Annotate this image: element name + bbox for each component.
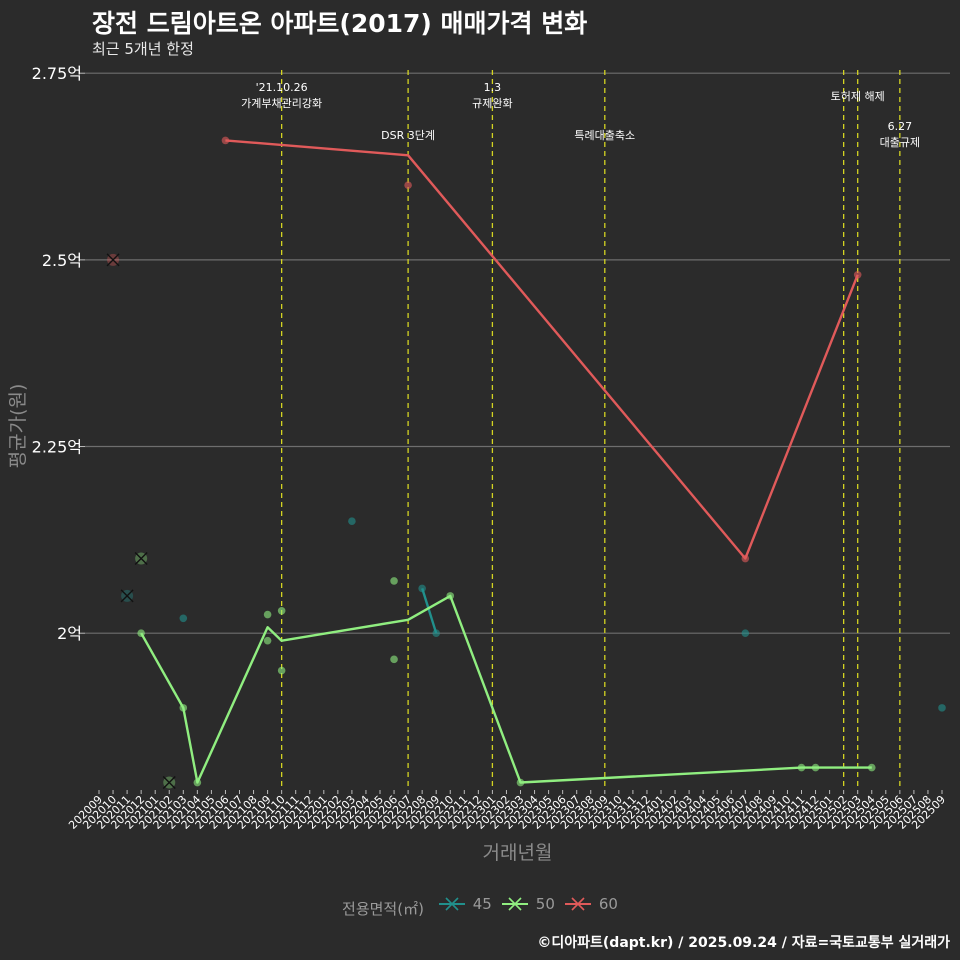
cross-marker-50 [162,776,176,790]
event-label: DSR 3단계 [381,129,435,142]
cross-marker-x [162,776,176,790]
series-line-45 [421,588,438,634]
y-tick-label: 2억 [57,624,82,643]
data-point-45 [418,584,426,593]
y-tick-label: 2.5억 [42,251,82,270]
data-point-45 [741,629,750,637]
data-point-50 [263,610,272,619]
data-point-50 [390,577,398,585]
data-point-45 [179,614,188,623]
data-point-45 [348,517,356,525]
legend-label: 60 [598,895,618,913]
event-label: 규제완화 [472,97,512,110]
cross-marker-x [106,253,120,267]
y-tick-label: 2.75억 [32,64,82,83]
legend-label: 45 [472,895,492,913]
series-points [106,136,946,790]
legend-cross [508,897,522,911]
y-axis-title: 평균가(원) [7,384,29,469]
data-point-50 [797,763,806,772]
cross-marker-x [134,552,148,566]
data-point-50 [390,655,398,664]
source-caption: ©디아파트(dapt.kr) / 2025.09.24 / 자료=국토교통부 실… [537,935,950,951]
legend-item-45: 45 [437,894,492,914]
event-label: 가계부채관리강화 [241,97,322,110]
y-tick-label: 2.25억 [32,438,82,457]
cross-marker-x [120,589,134,603]
legend-item-60: 60 [563,894,618,914]
data-point-45 [432,629,441,637]
data-point-50 [516,778,525,787]
legend-title: 전용면적(㎡) [342,900,424,918]
legend-key-60 [564,897,591,911]
chart-title: 장전 드림아트온 아파트(2017) 매매가격 변화 [92,9,588,38]
event-label: '21.10.26 [256,81,308,94]
data-point-50 [277,666,286,675]
data-point-60 [221,136,230,145]
event-label: 토허제 해제 [831,89,885,103]
cross-marker-45 [120,589,134,603]
data-point-50 [263,636,272,645]
event-label: 1.3 [484,81,502,94]
legend-key-50 [501,897,528,911]
data-point-50 [446,592,455,600]
data-point-50 [179,704,188,712]
legend: 전용면적(㎡) 45 50 60 [0,894,960,919]
series-line-60 [225,139,859,560]
data-point-50 [277,607,286,615]
cross-marker-50 [134,552,148,566]
event-label: 특례대출축소 [574,129,635,142]
data-point-50 [137,629,145,637]
legend-label: 50 [535,895,555,913]
data-point-50 [193,778,202,787]
legend-item-50: 50 [500,894,555,914]
event-label: 6.27 [888,120,913,133]
event-label: 대출규제 [880,136,920,149]
data-point-60 [741,554,750,563]
data-point-50 [867,763,876,772]
data-point-50 [811,763,820,772]
axes: 2억2.25억2.5억2.75억평균가(원)202009202010202011… [7,64,948,864]
chart-subtitle: 최근 5개년 한정 [92,40,194,58]
x-axis-title: 거래년월 [483,842,553,864]
data-point-60 [853,271,862,279]
legend-key-45 [438,897,465,911]
gridlines [85,72,950,634]
series-lines [140,139,872,784]
data-point-45 [938,704,946,712]
series-line-50 [140,594,872,784]
legend-cross [445,897,459,911]
data-point-60 [404,181,412,189]
legend-cross [571,897,585,911]
cross-marker-60 [106,253,120,267]
